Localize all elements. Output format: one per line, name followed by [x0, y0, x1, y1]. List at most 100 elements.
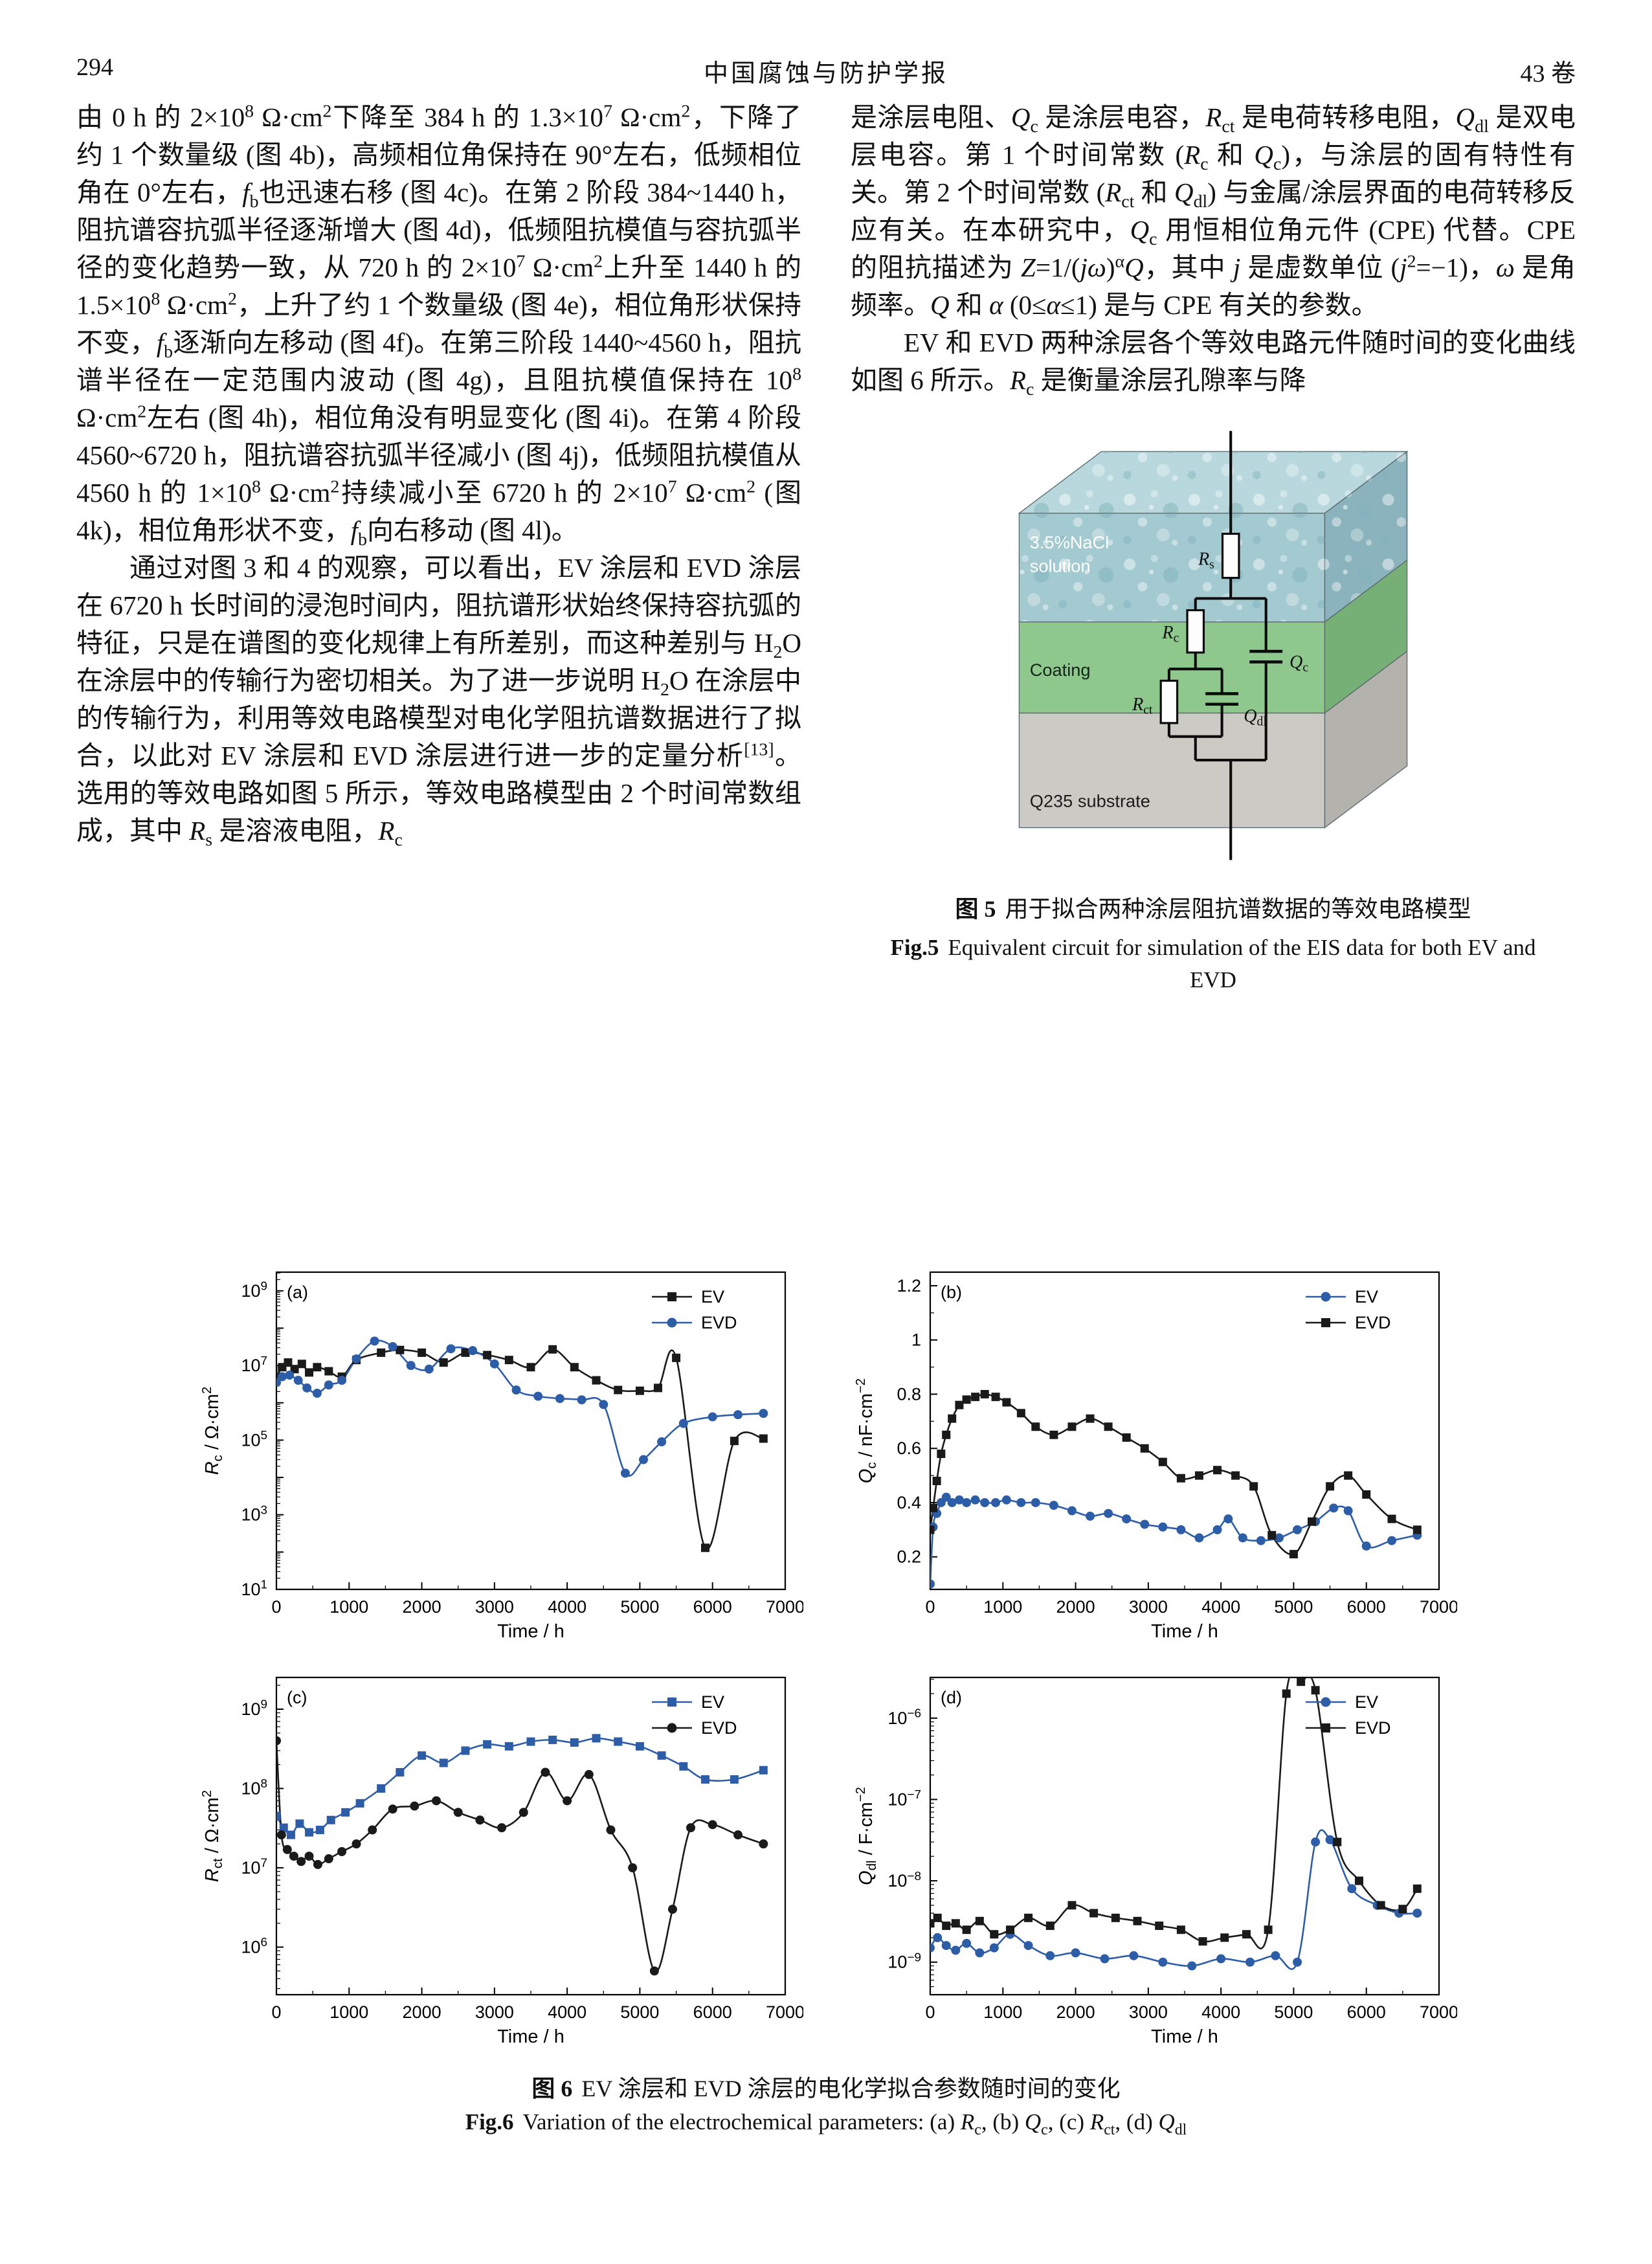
svg-text:0: 0	[271, 1597, 281, 1617]
svg-text:EVD: EVD	[701, 1313, 737, 1332]
figure6-caption-en-label: Fig.6	[465, 2109, 514, 2135]
qdl-label: Qdl​	[1244, 706, 1267, 729]
svg-text:10−6​: 10−6​	[887, 1707, 921, 1728]
body-paragraph: 由 0 h 的 2×108 Ω·cm2下降至 384 h 的 1.3×107 Ω…	[76, 101, 802, 550]
svg-text:6000: 6000	[693, 2002, 732, 2022]
svg-text:1: 1	[911, 1330, 921, 1350]
rc-label: Rc​	[1161, 623, 1179, 645]
chart-a-rc: 0 1000 2000 3000 4000 5000 6000 7000 101​ 103​ 105…	[200, 1271, 803, 1642]
svg-text:1000: 1000	[329, 2002, 368, 2022]
solution-side-texture	[1324, 451, 1407, 622]
svg-text:1000: 1000	[329, 1597, 368, 1617]
svg-text:10−8​: 10−8​	[887, 1870, 921, 1890]
svg-text:7000: 7000	[1420, 1597, 1457, 1617]
svg-text:105​: 105​	[241, 1429, 267, 1450]
solution-label-line1: 3.5%NaCl	[1030, 532, 1110, 552]
svg-text:5000: 5000	[620, 2002, 659, 2022]
svg-text:EVD: EVD	[1355, 1313, 1391, 1332]
svg-text:106​: 106​	[241, 1936, 267, 1956]
journal-title: 中国腐蚀与防护学报	[703, 60, 949, 87]
figure6-caption-zh: 图 6 EV 涂层和 EVD 涂层的电化学拟合参数随时间的变化	[0, 2072, 1652, 2105]
figure5-caption-zh-label: 图 5	[955, 896, 996, 923]
svg-text:3000: 3000	[1129, 1597, 1168, 1617]
svg-text:109​: 109​	[241, 1280, 267, 1301]
svg-text:Time / h: Time / h	[1151, 2026, 1218, 2047]
figure-5: 3.5%NaCl solution Coating Q235 substrate…	[851, 422, 1576, 996]
rs-label: Rs​	[1198, 550, 1214, 572]
svg-text:107​: 107​	[241, 1354, 267, 1375]
svg-text:108​: 108​	[241, 1777, 267, 1798]
figure6-caption-en: Fig.6 Variation of the electrochemical pa…	[66, 2106, 1586, 2138]
svg-text:2000: 2000	[1056, 2002, 1095, 2022]
chart-c-rct: 0 1000 2000 3000 4000 5000 6000 7000 106​ 107​ 108…	[200, 1676, 803, 2047]
svg-text:0.6: 0.6	[897, 1439, 921, 1458]
body-paragraph: 是涂层电阻、Qc 是涂层电容，Rct 是电荷转移电阻，Qdl 是双电层电容。第 …	[851, 102, 1576, 320]
svg-text:4000: 4000	[1201, 1597, 1240, 1617]
svg-text:Time / h: Time / h	[497, 1621, 564, 1642]
svg-text:0: 0	[925, 1597, 935, 1617]
resistor-rs	[1221, 532, 1240, 579]
svg-text:(d): (d)	[941, 1688, 962, 1707]
svg-text:Rc​ / Ω·cm2​: Rc​ / Ω·cm2​	[200, 1387, 225, 1475]
figure5-caption-en-text: Equivalent circuit for simulation of the…	[948, 935, 1536, 993]
svg-text:Rct​ / Ω·cm2​: Rct​ / Ω·cm2​	[200, 1790, 225, 1882]
svg-text:3000: 3000	[475, 2002, 514, 2022]
resistor-rct	[1159, 679, 1179, 724]
svg-text:Time / h: Time / h	[497, 2026, 564, 2047]
body-paragraph: 通过对图 3 和 4 的观察，可以看出，EV 涂层和 EVD 涂层在 6720 …	[76, 553, 802, 851]
svg-text:0: 0	[925, 2002, 935, 2022]
svg-text:5000: 5000	[1274, 2002, 1313, 2022]
figure5-caption-zh: 图 5 用于拟合两种涂层阻抗谱数据的等效电路模型	[851, 893, 1576, 925]
figure6-chart-grid: 01000200030004000500060007000101​103​105…	[0, 1259, 1652, 2053]
volume-label: 43 卷	[1520, 60, 1576, 87]
svg-text:2000: 2000	[403, 2002, 441, 2022]
svg-text:EV: EV	[1355, 1287, 1378, 1306]
chart-d-qdl: 0 1000 2000 3000 4000 5000 6000 7000 10−9​ 10−8​ 1…	[854, 1676, 1457, 2047]
svg-text:107​: 107​	[241, 1857, 267, 1877]
svg-text:3000: 3000	[475, 1597, 514, 1617]
svg-text:1000: 1000	[983, 1597, 1022, 1617]
svg-text:EV: EV	[701, 1692, 724, 1712]
right-column: 是涂层电阻、Qc 是涂层电容，Rct 是电荷转移电阻，Qdl 是双电层电容。第 …	[851, 98, 1576, 996]
svg-text:4000: 4000	[1201, 2002, 1240, 2022]
svg-text:101​: 101​	[241, 1578, 267, 1599]
body-paragraph: EV 和 EVD 两种涂层各个等效电路元件随时间的变化曲线如图 6 所示。Rc …	[851, 328, 1576, 400]
svg-text:EV: EV	[701, 1287, 724, 1306]
coating-label: Coating	[1030, 660, 1091, 680]
svg-text:1.2: 1.2	[897, 1276, 921, 1295]
left-column: 由 0 h 的 2×108 Ω·cm2下降至 384 h 的 1.3×107 Ω…	[76, 98, 801, 849]
resistor-rc	[1186, 609, 1205, 654]
substrate-label: Q235 substrate	[1030, 791, 1150, 811]
figure-6: 01000200030004000500060007000101​103​105…	[0, 1259, 1652, 2138]
svg-text:109​: 109​	[241, 1698, 267, 1719]
solution-front-texture	[1019, 513, 1325, 622]
equivalent-circuit-diagram: 3.5%NaCl solution Coating Q235 substrate…	[1018, 431, 1409, 860]
chart-b-qc: 0 1000 2000 3000 4000 5000 6000 7000 0.2 0.4 0.6 0.…	[854, 1271, 1457, 1642]
svg-text:4000: 4000	[548, 2002, 586, 2022]
svg-text:0.2: 0.2	[897, 1547, 921, 1567]
svg-text:7000: 7000	[1420, 2002, 1457, 2022]
figure5-caption-zh-text: 用于拟合两种涂层阻抗谱数据的等效电路模型	[1005, 896, 1471, 923]
svg-text:1000: 1000	[983, 2002, 1022, 2022]
svg-text:6000: 6000	[693, 1597, 732, 1617]
svg-text:0.8: 0.8	[897, 1384, 921, 1404]
capacitor-plates	[1205, 649, 1283, 706]
svg-text:EVD: EVD	[1355, 1718, 1391, 1738]
svg-text:3000: 3000	[1129, 2002, 1168, 2022]
circuit-wires	[1167, 431, 1267, 860]
svg-text:103​: 103​	[241, 1503, 267, 1524]
qc-label: Qc​	[1289, 652, 1308, 675]
svg-text:0: 0	[271, 2002, 281, 2022]
substrate-layer-side	[1324, 650, 1408, 829]
svg-text:6000: 6000	[1347, 1597, 1386, 1617]
solution-top-texture	[1019, 451, 1407, 513]
svg-text:10−9​: 10−9​	[887, 1951, 921, 1971]
solution-label-line2: solution	[1030, 556, 1091, 576]
figure5-caption-en-label: Fig.5	[890, 935, 939, 961]
svg-text:Time / h: Time / h	[1151, 1621, 1218, 1642]
svg-text:7000: 7000	[766, 1597, 803, 1617]
svg-text:(a): (a)	[287, 1283, 308, 1302]
svg-text:(c): (c)	[287, 1688, 307, 1707]
svg-text:Qdl​ / F·cm−2​: Qdl​ / F·cm−2​	[854, 1787, 879, 1885]
